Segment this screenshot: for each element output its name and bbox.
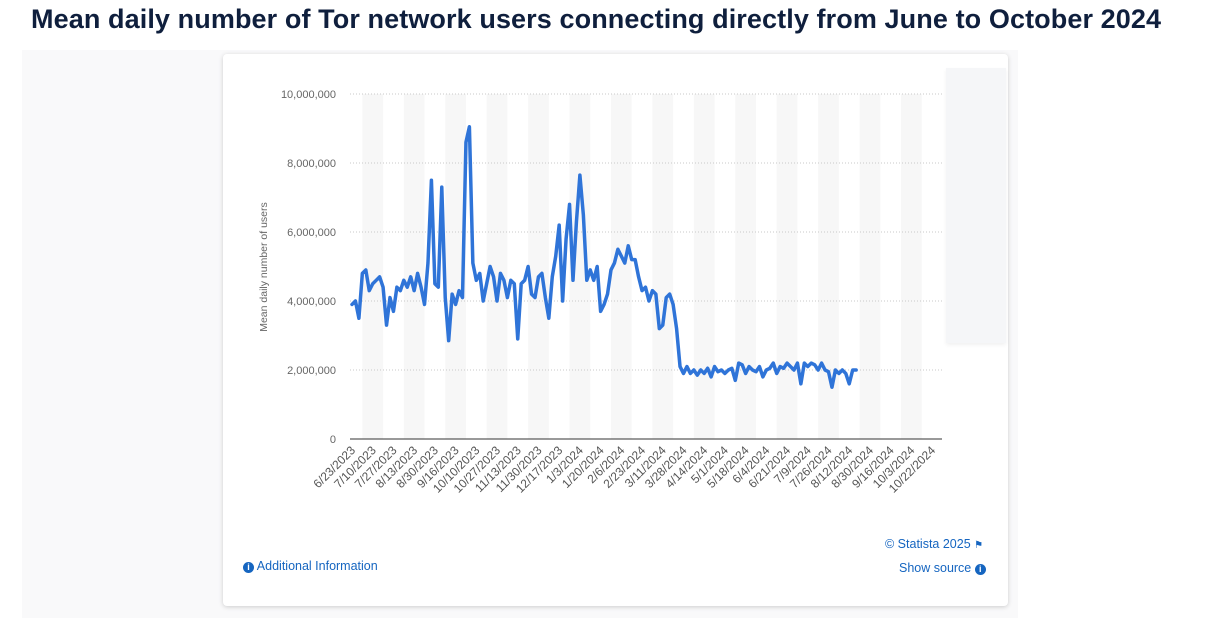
additional-info-text[interactable]: Additional Information <box>256 559 378 573</box>
plot-band <box>859 94 881 439</box>
plot-band <box>735 94 756 439</box>
show-source-text[interactable]: Show source <box>899 561 972 575</box>
plot-band <box>528 94 549 439</box>
plot-band <box>403 94 425 439</box>
plot-band <box>776 94 798 439</box>
plot-band <box>610 94 632 439</box>
copyright-line: © Statista 2025 ⚑ <box>885 537 983 551</box>
plot-band <box>445 94 466 439</box>
plot-band <box>818 94 839 439</box>
copyright: © Statista 2025 <box>885 537 971 551</box>
plot-band <box>569 94 591 439</box>
y-tick-label: 4,000,000 <box>287 296 336 308</box>
show-source-link[interactable]: Show source i <box>899 561 986 575</box>
info-icon: i <box>974 564 986 575</box>
y-tick-label: 10,000,000 <box>281 89 336 101</box>
plot-band <box>901 94 922 439</box>
plot-band <box>486 94 508 439</box>
y-tick-label: 0 <box>330 434 336 446</box>
chart-title: Mean daily number of Tor network users c… <box>31 4 1162 34</box>
y-tick-label: 8,000,000 <box>287 158 336 170</box>
flag-icon: ⚑ <box>974 540 984 551</box>
additional-info-link[interactable]: i Additional Information <box>243 559 378 573</box>
ad-placeholder <box>946 68 1006 343</box>
info-icon: i <box>243 562 254 573</box>
y-tick-label: 6,000,000 <box>287 227 336 239</box>
series-line <box>350 125 858 389</box>
plot-band <box>652 94 674 439</box>
plot-band <box>693 94 715 439</box>
y-axis-title: Mean daily number of users <box>258 202 270 332</box>
plot-band <box>362 94 384 439</box>
y-tick-label: 2,000,000 <box>287 365 336 377</box>
